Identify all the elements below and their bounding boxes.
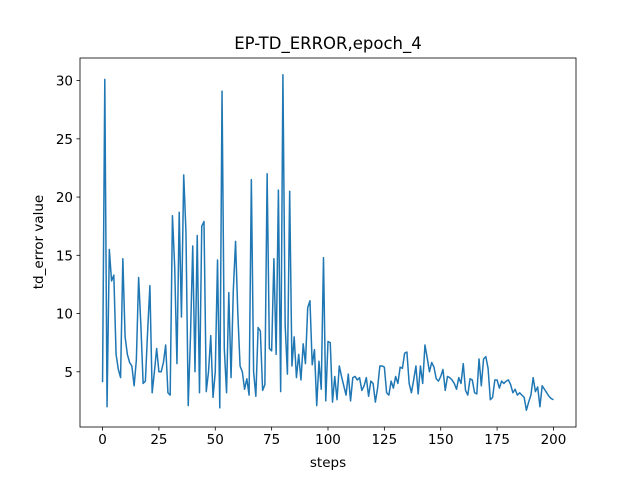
x-tick-label: 175	[484, 432, 510, 448]
x-tick-label: 125	[371, 432, 397, 448]
y-tick-label: 10	[56, 307, 73, 323]
chart-title: EP-TD_ERROR,epoch_4	[234, 34, 422, 54]
y-tick-label: 15	[56, 248, 73, 264]
y-tick-label: 30	[56, 74, 73, 90]
x-tick-label: 25	[150, 432, 167, 448]
x-tick-label: 100	[315, 432, 341, 448]
y-axis-label: td_error value	[31, 195, 47, 289]
x-tick-label: 150	[428, 432, 454, 448]
x-tick-label: 200	[541, 432, 567, 448]
plot-frame	[79, 57, 577, 428]
y-tick-label: 25	[56, 132, 73, 148]
x-tick-label: 75	[263, 432, 280, 448]
x-tick-label: 0	[98, 432, 107, 448]
data-line	[101, 74, 554, 411]
y-tick-label: 5	[64, 365, 73, 381]
y-tick-label: 20	[56, 190, 73, 206]
x-tick-label: 50	[207, 432, 224, 448]
x-axis-label: steps	[310, 455, 346, 471]
